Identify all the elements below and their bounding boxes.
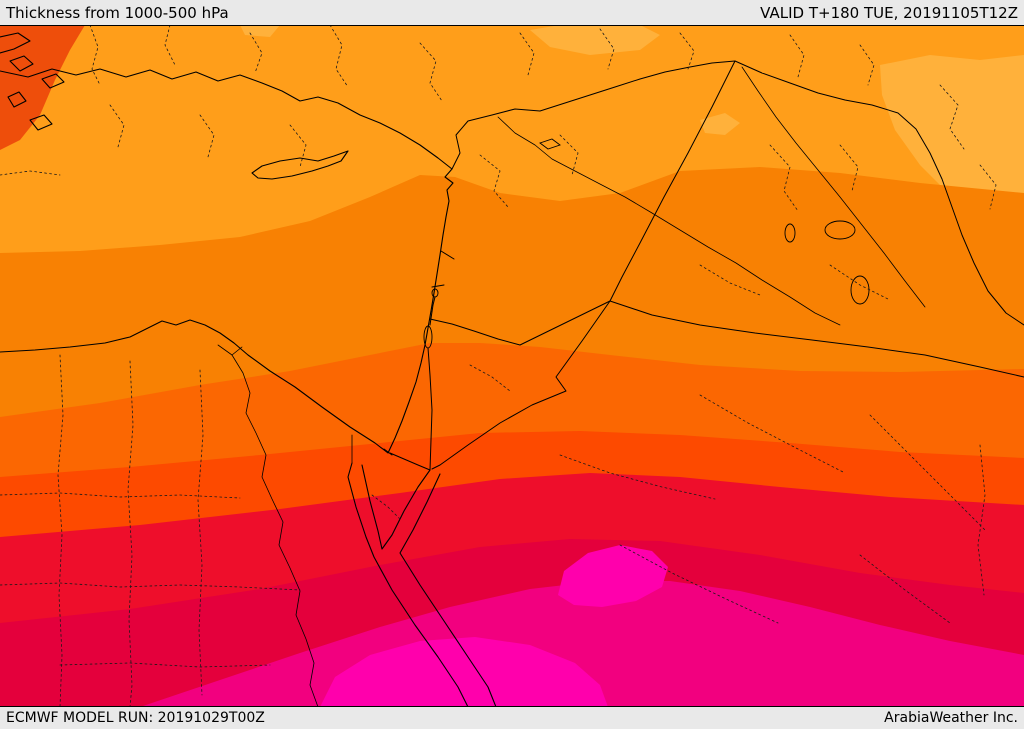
admin-boundary	[479, 154, 509, 208]
footer-bar: ECMWF MODEL RUN: 20191029T00Z ArabiaWeat…	[0, 707, 1024, 729]
branding-label: ArabiaWeather Inc.	[884, 710, 1018, 726]
gulf-of-suez-west-red-sea-west-shore	[347, 462, 469, 707]
aegean-island-2	[41, 73, 65, 89]
admin-boundary	[164, 25, 176, 66]
country-borders	[383, 60, 1024, 471]
cyprus-island	[251, 150, 349, 180]
band-dark-corner-aegean	[0, 25, 85, 150]
admin-boundary	[57, 354, 64, 707]
border-gaza-strip	[383, 448, 393, 456]
band-light-orange-patch-3	[700, 113, 740, 135]
model-run-label: ECMWF MODEL RUN: 20191029T00Z	[6, 710, 265, 726]
border-lebanon	[431, 250, 455, 288]
map-canvas	[0, 25, 1024, 707]
admin-boundary	[0, 492, 241, 499]
coastlines	[0, 32, 497, 707]
admin-boundary	[859, 554, 951, 624]
admin-boundary	[829, 264, 891, 301]
nile-delta-branch-west	[217, 344, 233, 356]
admin-boundary	[559, 134, 579, 176]
admin-boundary	[559, 454, 716, 500]
band-light-orange-patch-1	[530, 25, 660, 55]
valid-time-label: VALID T+180 TUE, 20191105T12Z	[760, 3, 1018, 22]
border-iraq-saudi	[609, 300, 1024, 378]
border-turkey-syria-iraq-iran	[451, 60, 1024, 326]
border-syria-iraq	[609, 60, 736, 302]
map-title: Thickness from 1000-500 hPa	[6, 3, 229, 22]
admin-boundary	[469, 364, 511, 392]
rivers-lakes	[217, 66, 926, 707]
border-israel-egypt	[389, 452, 431, 471]
euphrates-river	[497, 116, 841, 326]
lake-tharthar	[784, 223, 796, 243]
admin-boundary	[199, 114, 215, 158]
admin-boundaries	[0, 25, 997, 707]
header-bar: Thickness from 1000-500 hPa VALID T+180 …	[0, 0, 1024, 25]
band-bright-magenta-blob-1	[320, 637, 608, 707]
lake-assad	[539, 138, 561, 150]
mediterranean-coastline	[0, 68, 454, 454]
aegean-island-4	[29, 114, 53, 131]
admin-boundary	[769, 144, 799, 212]
band-bright-magenta-blob-2	[558, 545, 668, 607]
lake-van	[824, 220, 856, 240]
aegean-island-1	[9, 55, 34, 72]
thickness-map-svg	[0, 25, 1024, 707]
admin-boundary	[419, 42, 443, 102]
lake-urmia	[850, 275, 870, 305]
admin-boundary	[59, 662, 271, 668]
admin-boundary	[789, 34, 805, 78]
aegean-island-3	[7, 91, 27, 108]
border-israel-jordan-wadi-araba	[427, 296, 436, 471]
admin-boundary	[0, 582, 301, 591]
admin-boundary	[699, 264, 761, 296]
gulf-of-aqaba-east-red-sea-east-shore	[399, 473, 497, 707]
admin-boundary	[519, 32, 535, 76]
admin-boundary	[197, 369, 204, 696]
thickness-bands	[0, 25, 1024, 707]
admin-boundary	[977, 444, 986, 596]
nile-delta-branch-east	[231, 346, 243, 356]
nile-river	[231, 354, 319, 707]
admin-boundary	[89, 25, 101, 86]
admin-boundary	[289, 124, 307, 168]
tigris-river	[741, 66, 926, 308]
admin-boundary	[371, 494, 401, 520]
admin-boundary	[109, 104, 125, 148]
band-light-orange-patch-4	[240, 25, 280, 37]
admin-boundary	[979, 164, 997, 210]
admin-boundary	[329, 25, 349, 88]
aegean-coast-corner	[0, 32, 31, 54]
admin-boundary	[0, 170, 61, 176]
border-jordan-saudi	[431, 300, 611, 470]
border-syria-jordan	[429, 300, 611, 346]
admin-boundary	[839, 144, 859, 192]
sinai-peninsula-shore	[361, 464, 431, 550]
admin-boundary	[869, 414, 986, 531]
band-light-orange-patch-2	[880, 55, 1024, 225]
admin-boundary	[679, 32, 695, 70]
